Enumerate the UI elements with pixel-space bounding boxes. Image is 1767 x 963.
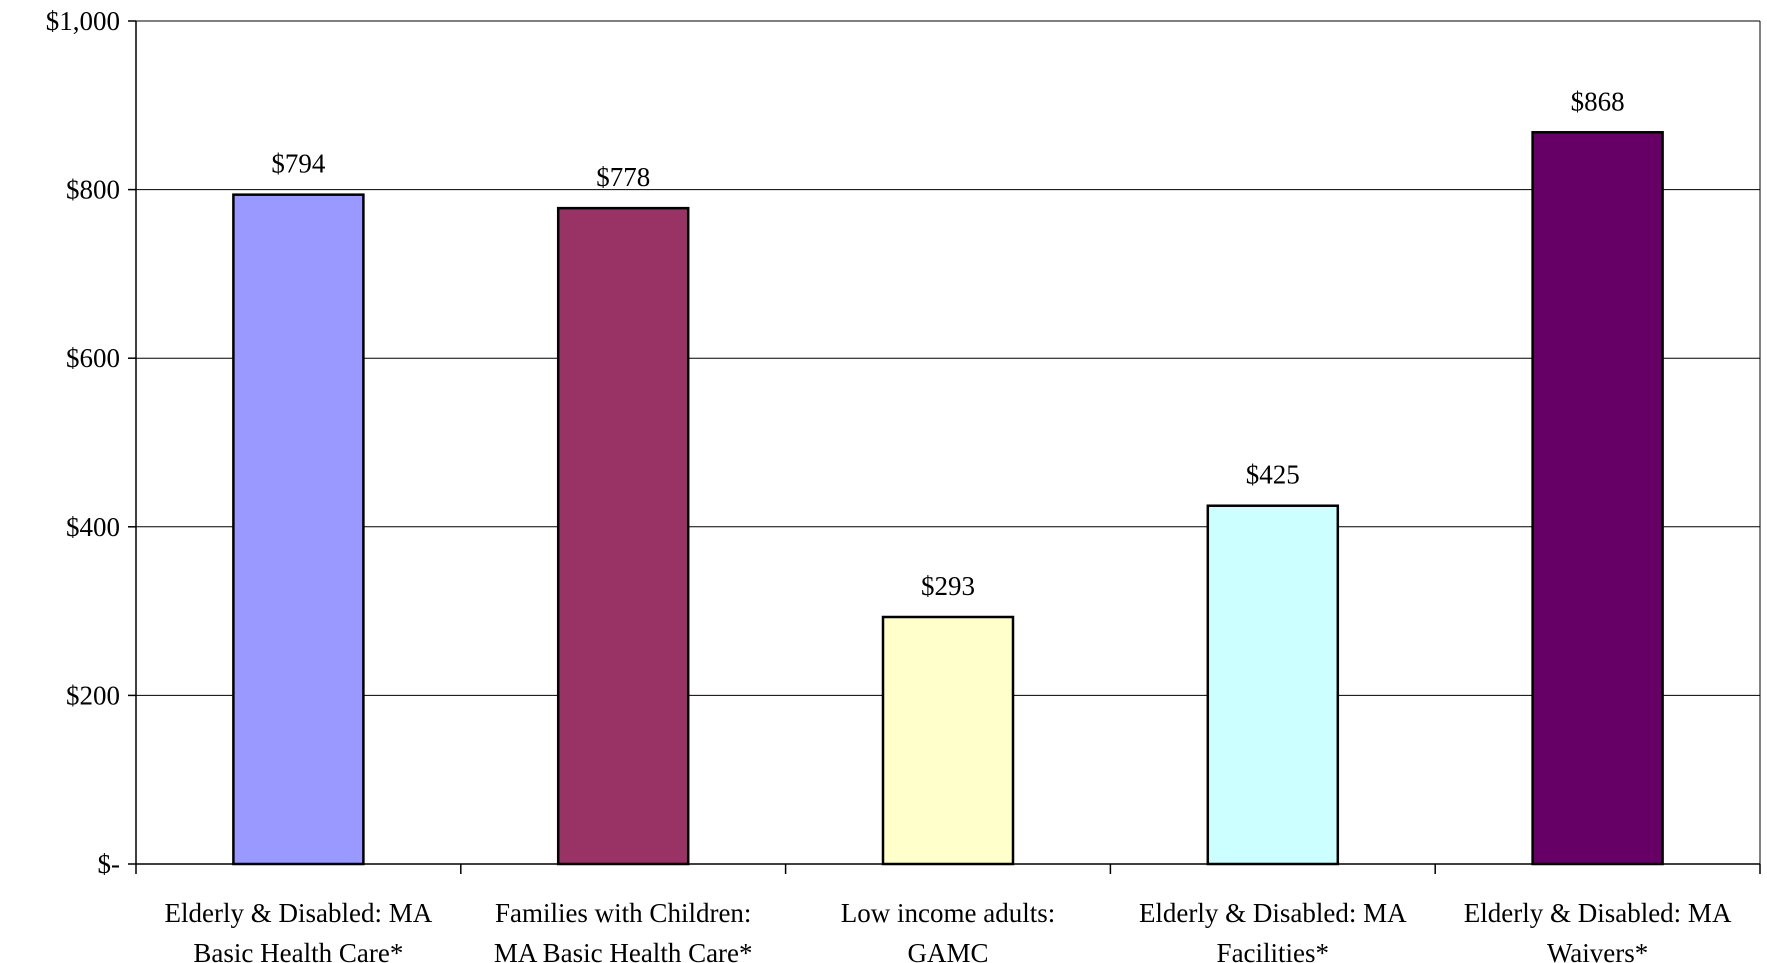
data-label: $293 <box>921 571 975 601</box>
bar <box>881 615 1015 866</box>
y-tick-label: $1,000 <box>46 6 120 36</box>
category-label: MA Basic Health Care* <box>494 938 753 963</box>
data-label: $868 <box>1571 86 1625 116</box>
y-tick-label: $600 <box>66 343 120 373</box>
category-label: Elderly & Disabled: MA <box>1139 898 1407 928</box>
bar <box>232 193 365 866</box>
category-label: Facilities* <box>1217 938 1329 963</box>
bars <box>232 131 1664 866</box>
data-label: $778 <box>596 162 650 192</box>
category-label: GAMC <box>907 938 988 963</box>
category-label: Elderly & Disabled: MA <box>165 898 433 928</box>
category-label: Low income adults: <box>841 898 1055 928</box>
category-label: Basic Health Care* <box>193 938 403 963</box>
y-tick-label: $200 <box>66 680 120 710</box>
bar <box>1206 504 1340 866</box>
bar <box>1531 131 1664 866</box>
y-tick-label: $400 <box>66 512 120 542</box>
bar <box>556 206 690 866</box>
data-label: $794 <box>271 149 326 179</box>
data-labels: $794 $778 $293 $425 $868 <box>271 86 1624 601</box>
y-tick-label: $- <box>98 849 121 879</box>
category-label: Waivers* <box>1547 938 1648 963</box>
x-axis-category-labels: Elderly & Disabled: MA Basic Health Care*… <box>165 898 1732 963</box>
data-label: $425 <box>1246 460 1300 490</box>
y-tick-label: $800 <box>66 175 120 205</box>
y-axis-tick-labels: $- $200 $400 $600 $800 $1,000 <box>46 6 120 879</box>
category-label: Elderly & Disabled: MA <box>1464 898 1732 928</box>
category-label: Families with Children: <box>495 898 752 928</box>
